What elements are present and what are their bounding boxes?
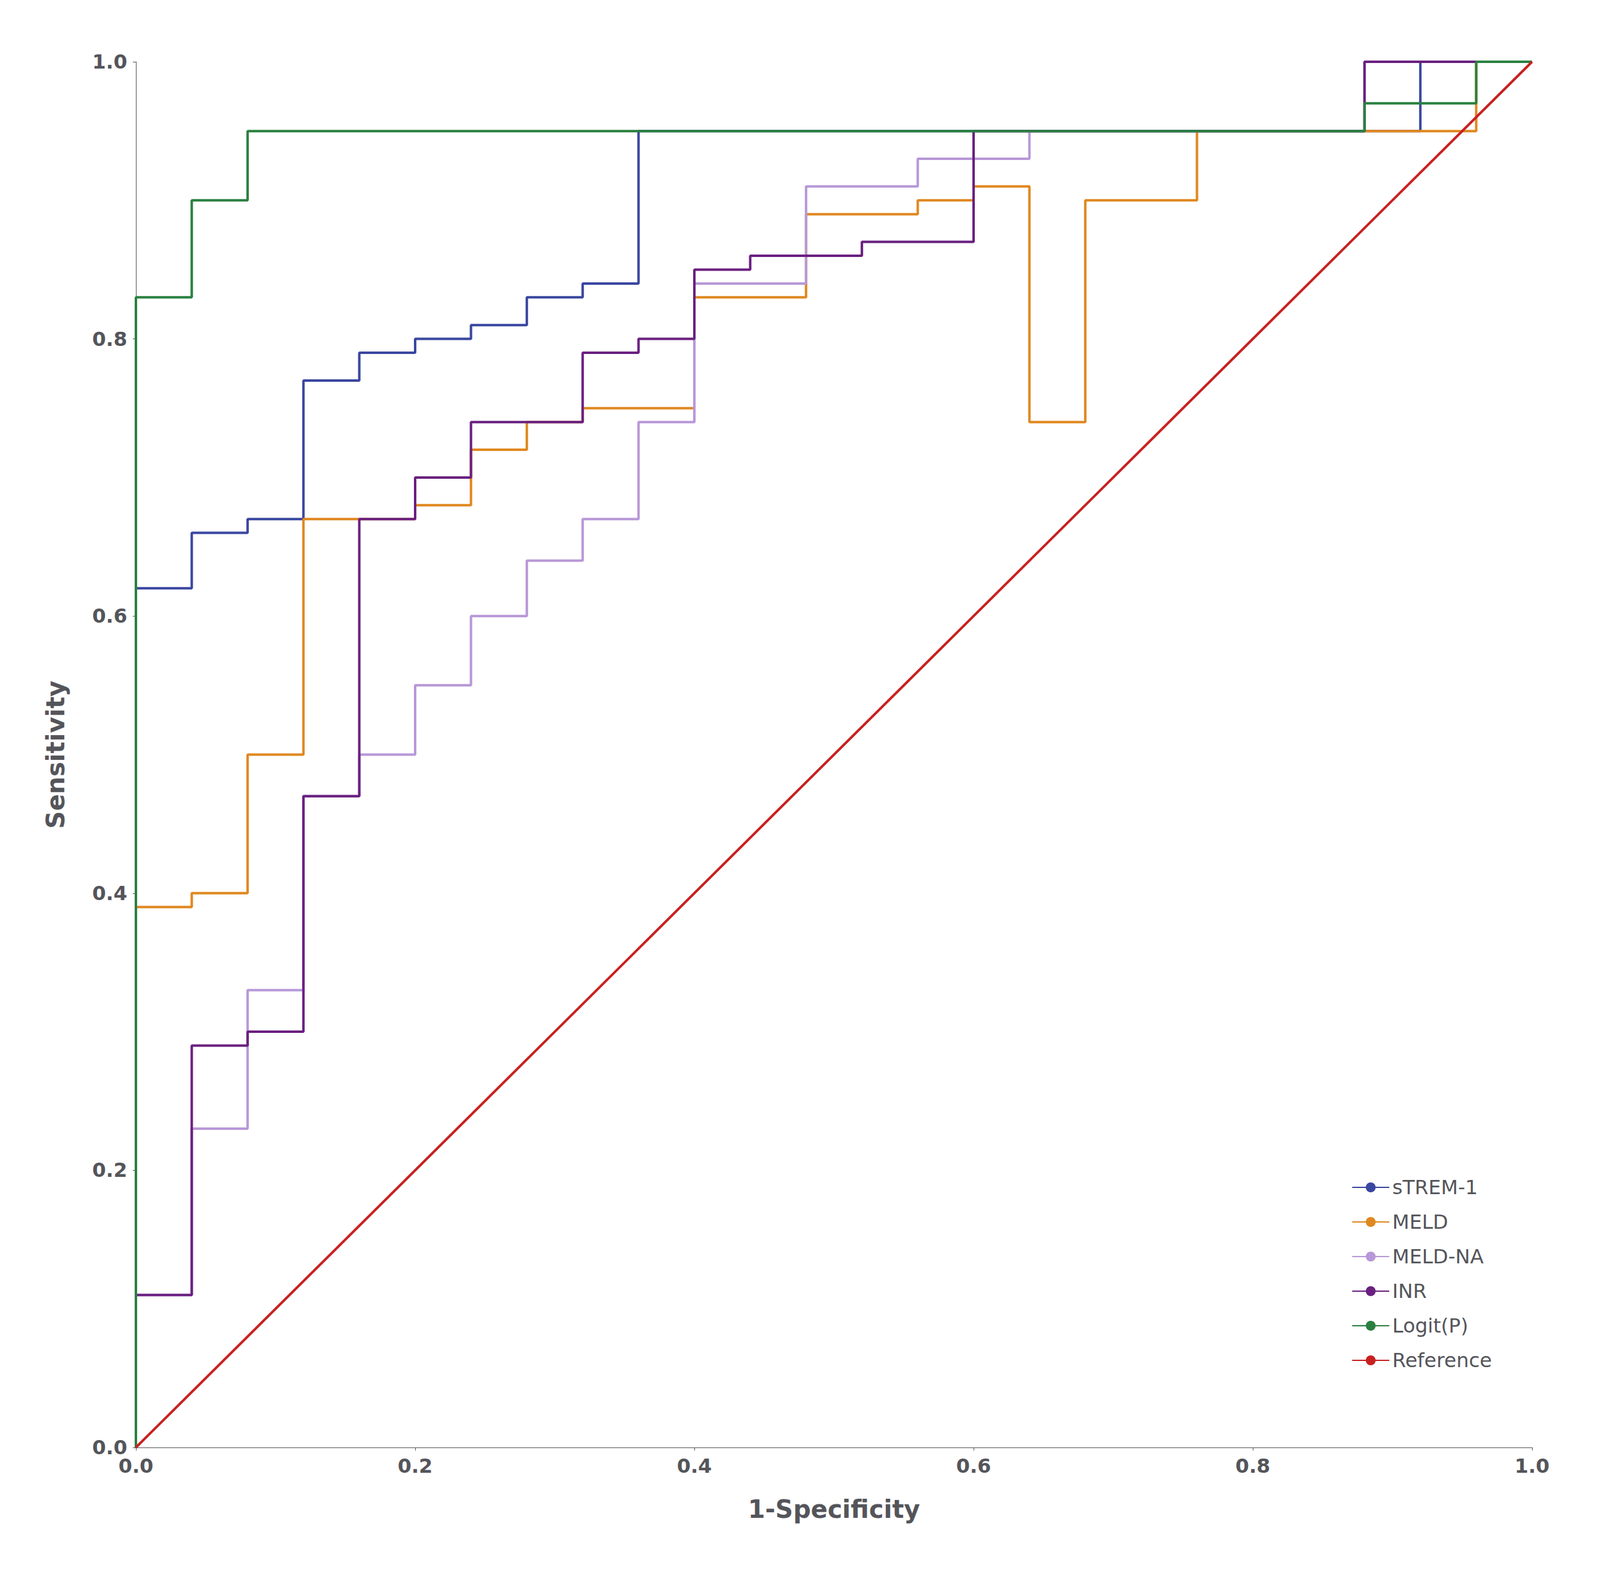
svg-text:0.6: 0.6 bbox=[956, 1454, 992, 1478]
svg-text:1.0: 1.0 bbox=[1514, 1454, 1550, 1478]
svg-text:0.2: 0.2 bbox=[92, 1158, 128, 1182]
svg-text:0.0: 0.0 bbox=[118, 1454, 154, 1478]
svg-text:0.4: 0.4 bbox=[677, 1454, 713, 1478]
svg-text:1.0: 1.0 bbox=[92, 50, 128, 74]
svg-text:1-Specificity: 1-Specificity bbox=[748, 1494, 921, 1524]
svg-text:Logit(P): Logit(P) bbox=[1392, 1313, 1469, 1338]
svg-text:0.6: 0.6 bbox=[92, 604, 128, 628]
svg-text:MELD-NA: MELD-NA bbox=[1392, 1244, 1484, 1269]
svg-text:Reference: Reference bbox=[1392, 1348, 1492, 1373]
svg-text:0.0: 0.0 bbox=[92, 1435, 128, 1460]
svg-text:sTREM-1: sTREM-1 bbox=[1392, 1175, 1478, 1200]
svg-text:0.2: 0.2 bbox=[397, 1454, 434, 1478]
svg-text:MELD: MELD bbox=[1392, 1210, 1449, 1234]
svg-text:INR: INR bbox=[1392, 1279, 1428, 1303]
svg-text:Sensitivity: Sensitivity bbox=[41, 680, 70, 830]
svg-text:0.4: 0.4 bbox=[92, 881, 128, 906]
svg-text:0.8: 0.8 bbox=[1235, 1454, 1271, 1478]
svg-text:0.8: 0.8 bbox=[92, 327, 128, 351]
